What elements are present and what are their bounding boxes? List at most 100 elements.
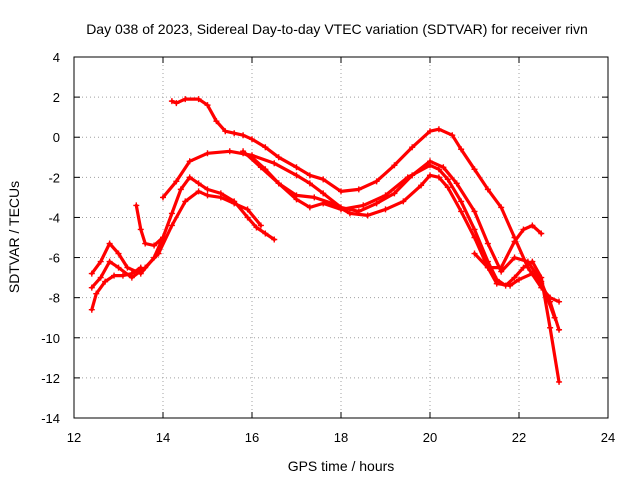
data-point-marker — [106, 258, 113, 265]
chart-title: Day 038 of 2023, Sidereal Day-to-day VTE… — [86, 21, 588, 37]
data-point-marker — [458, 208, 465, 215]
data-point-marker — [195, 180, 202, 187]
data-point-marker — [262, 230, 269, 237]
data-point-marker — [556, 298, 563, 305]
data-point-marker — [293, 164, 300, 171]
data-point-marker — [538, 230, 545, 237]
data-point-marker — [529, 270, 536, 277]
data-point-marker — [293, 192, 300, 199]
data-point-marker — [355, 186, 362, 193]
data-point-marker — [427, 162, 433, 169]
data-point-marker — [471, 250, 478, 257]
data-point-marker — [271, 236, 278, 243]
data-point-marker — [547, 298, 554, 305]
data-point-marker — [240, 148, 247, 155]
data-point-marker — [97, 258, 104, 265]
data-point-marker — [275, 154, 282, 161]
data-point-marker — [516, 276, 522, 283]
data-point-marker — [391, 162, 398, 169]
data-point-marker — [418, 182, 425, 189]
y-tick-label: -14 — [41, 411, 60, 426]
data-point-marker — [538, 280, 545, 287]
data-point-marker — [168, 210, 175, 217]
y-tick-label: -4 — [48, 210, 60, 225]
data-point-marker — [484, 264, 491, 271]
series-line — [161, 149, 557, 320]
data-point-marker — [186, 158, 193, 165]
series-track-9 — [471, 222, 545, 271]
data-point-marker — [404, 174, 411, 181]
data-point-marker — [257, 164, 264, 171]
data-point-marker — [440, 164, 447, 171]
data-point-marker — [471, 208, 478, 215]
data-point-marker — [217, 194, 224, 201]
data-point-marker — [311, 194, 318, 201]
data-point-marker — [124, 264, 131, 271]
data-point-marker — [257, 222, 264, 229]
data-point-marker — [177, 186, 184, 193]
data-point-marker — [471, 166, 478, 173]
data-point-marker — [240, 132, 247, 139]
data-point-marker — [458, 146, 465, 153]
data-point-marker — [484, 186, 491, 193]
data-point-marker — [204, 192, 211, 199]
series-line — [170, 97, 561, 304]
data-point-marker — [133, 202, 140, 209]
data-point-marker — [458, 198, 465, 205]
series-track-5 — [88, 174, 278, 277]
data-point-marker — [511, 238, 518, 245]
data-point-marker — [346, 210, 353, 217]
data-point-marker — [88, 306, 95, 313]
data-point-marker — [160, 194, 166, 201]
data-point-marker — [88, 284, 95, 291]
data-point-marker — [453, 180, 460, 187]
data-point-marker — [204, 102, 211, 109]
data-point-marker — [471, 226, 478, 233]
data-point-marker — [275, 180, 282, 187]
y-tick-label: -10 — [41, 331, 60, 346]
data-point-marker — [382, 206, 389, 213]
data-point-marker — [231, 200, 238, 207]
x-tick-label: 14 — [156, 430, 170, 445]
data-point-marker — [106, 240, 113, 247]
data-point-marker — [262, 144, 269, 151]
data-point-marker — [373, 178, 380, 185]
data-point-marker — [271, 160, 278, 167]
data-point-marker — [244, 206, 251, 213]
y-tick-label: -8 — [48, 291, 60, 306]
series-line — [241, 149, 561, 332]
data-point-marker — [449, 132, 456, 139]
data-point-marker — [493, 280, 500, 287]
data-point-marker — [168, 222, 175, 229]
data-point-marker — [182, 198, 189, 205]
data-point-marker — [306, 180, 313, 187]
data-point-marker — [391, 190, 398, 197]
y-tick-label: 0 — [53, 130, 60, 145]
data-point-marker — [244, 214, 251, 221]
x-tick-label: 18 — [334, 430, 348, 445]
data-point-marker — [498, 204, 505, 211]
x-axis-label: GPS time / hours — [288, 458, 395, 474]
series-track-7 — [88, 264, 144, 313]
data-point-marker — [186, 174, 193, 181]
data-point-marker — [115, 264, 122, 271]
data-point-marker — [195, 188, 202, 195]
data-point-marker — [556, 378, 563, 385]
series-line — [134, 203, 165, 248]
data-point-marker — [382, 192, 389, 199]
y-tick-label: 2 — [53, 90, 60, 105]
data-point-marker — [507, 282, 514, 289]
data-point-marker — [435, 174, 442, 181]
data-point-marker — [529, 222, 536, 229]
data-point-marker — [93, 290, 100, 297]
data-point-marker — [137, 264, 144, 271]
data-point-marker — [435, 166, 442, 173]
data-point-marker — [338, 188, 344, 195]
data-point-marker — [364, 212, 371, 219]
data-point-marker — [182, 96, 189, 103]
y-tick-label: -2 — [48, 170, 60, 185]
data-point-marker — [556, 326, 563, 333]
data-point-marker — [204, 186, 211, 193]
